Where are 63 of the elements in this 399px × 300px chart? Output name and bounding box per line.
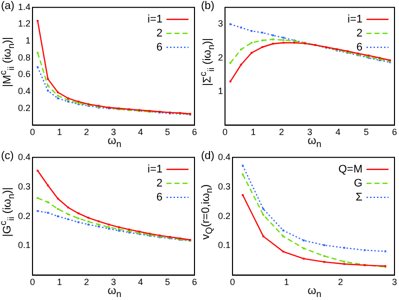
x-tick-label: 2 (338, 277, 344, 288)
y-tick-label: 0.4 (18, 152, 31, 162)
x-axis-title: ω$_{n}$ (308, 284, 322, 299)
x-tick-label: 3 (110, 277, 116, 288)
legend-label: 2 (156, 177, 162, 190)
x-tick-label: 2 (84, 277, 90, 288)
x-tick-label: 3 (110, 127, 116, 138)
y-tick-label: 1 (218, 86, 224, 96)
chart-title: (b) (201, 0, 214, 12)
y-tick-label: 0.2 (18, 210, 31, 221)
y-tick-label: 0.4 (218, 152, 231, 162)
x-tick-label: 5 (164, 127, 170, 138)
legend-label: G (354, 177, 362, 190)
x-axis-title: ω$_{n}$ (108, 284, 122, 299)
legend-label: i=1 (147, 163, 162, 176)
x-tick-label: 2 (278, 127, 284, 138)
x-tick-label: 4 (335, 127, 341, 138)
y-tick-label: 3 (218, 18, 224, 29)
x-tick-label: 0 (30, 127, 36, 138)
x-tick-label: 4 (138, 127, 144, 138)
x-axis-title: ω$_{n}$ (108, 134, 122, 149)
y-tick-label: 0.8 (18, 52, 31, 62)
chart-title: (a) (1, 0, 14, 12)
legend-label: Σ (356, 191, 363, 204)
legend-label: 6 (356, 41, 362, 54)
x-tick-label: 6 (392, 127, 398, 138)
y-tick-label: 0.3 (18, 181, 31, 192)
y-tick-label: 0.2 (18, 102, 31, 113)
x-tick-label: 1 (57, 127, 62, 138)
y-tick-label: 0.1 (18, 240, 31, 250)
x-tick-label: 6 (192, 277, 198, 288)
x-tick-label: 3 (392, 277, 398, 288)
x-tick-label: 5 (164, 277, 170, 288)
legend-label: i=1 (147, 13, 162, 26)
x-tick-label: 1 (284, 277, 290, 288)
x-tick-label: 3 (307, 127, 312, 138)
x-tick-label: 6 (192, 127, 198, 138)
x-tick-label: 0 (222, 127, 228, 138)
y-tick-label: 1.4 (18, 2, 31, 12)
x-tick-label: 5 (364, 127, 369, 138)
x-tick-label: 0 (230, 277, 236, 288)
x-tick-label: 2 (84, 127, 90, 138)
y-tick-label: 0.4 (18, 86, 31, 96)
y-tick-label: 0.3 (218, 181, 231, 192)
y-tick-label: 0.1 (218, 240, 231, 250)
x-tick-label: 4 (138, 277, 144, 288)
legend-label: i=1 (347, 13, 362, 26)
y-tick-label: 1 (25, 36, 31, 46)
chart-title: (d) (201, 150, 214, 162)
y-tick-label: 2 (218, 52, 224, 62)
x-axis-title: ω$_{n}$ (308, 134, 322, 149)
legend-label: 2 (156, 27, 162, 40)
x-tick-label: 0 (30, 277, 36, 288)
legend-label: Q=M (338, 163, 362, 176)
legend-label: 2 (356, 27, 362, 40)
x-tick-label: 1 (250, 127, 256, 138)
y-tick-label: 0.2 (218, 210, 231, 221)
legend-label: 6 (156, 191, 162, 204)
y-tick-label: 1.2 (18, 18, 31, 29)
chart-title: (c) (1, 150, 14, 162)
y-tick-label: 0.6 (18, 69, 31, 80)
legend-label: 6 (156, 41, 162, 54)
x-tick-label: 1 (57, 277, 62, 288)
